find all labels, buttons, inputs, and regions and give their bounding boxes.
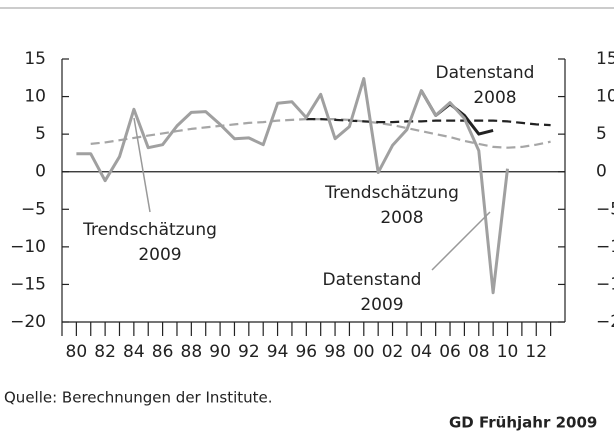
y-tick-label: −20 xyxy=(10,312,46,332)
x-tick-label: 12 xyxy=(525,342,547,362)
x-tick-label: 88 xyxy=(181,342,203,362)
x-tick-label: 90 xyxy=(209,342,231,362)
y2-tick-label: 5 xyxy=(596,124,607,144)
annotation: Datenstand xyxy=(436,63,535,83)
annotation: Trendschätzung xyxy=(324,183,459,203)
y2-tick-label: −5 xyxy=(596,199,614,219)
y2-tick-label: −20 xyxy=(596,312,614,332)
x-tick-label: 86 xyxy=(152,342,174,362)
y-tick-label: 0 xyxy=(35,162,46,182)
y2-tick-label: 10 xyxy=(596,87,614,107)
series-line xyxy=(76,77,509,295)
y-tick-label: 5 xyxy=(35,124,46,144)
leader-line xyxy=(133,117,151,213)
x-tick-label: 00 xyxy=(353,342,375,362)
y-tick-label: −10 xyxy=(10,237,46,257)
x-tick-label: 02 xyxy=(382,342,404,362)
x-tick-label: 94 xyxy=(267,342,289,362)
x-tick-label: 84 xyxy=(123,342,145,362)
x-tick-label: 96 xyxy=(295,342,317,362)
annotation: Datenstand xyxy=(323,270,422,290)
x-tick-label: 80 xyxy=(66,342,88,362)
y-tick-label: −5 xyxy=(21,199,46,219)
series-line xyxy=(306,118,551,127)
x-tick-label: 04 xyxy=(410,342,432,362)
annotation: Trendschätzung xyxy=(82,220,217,240)
y-tick-label: 15 xyxy=(24,49,46,69)
leader-line xyxy=(431,211,491,271)
y2-tick-label: −10 xyxy=(596,237,614,257)
source: Quelle: Berechnungen der Institute. xyxy=(4,389,273,407)
annotation: 2009 xyxy=(360,295,403,315)
credit: GD Frühjahr 2009 xyxy=(449,414,597,432)
y2-tick-label: 15 xyxy=(596,49,614,69)
annotation: 2008 xyxy=(380,208,423,228)
y-tick-label: −15 xyxy=(10,274,46,294)
y-tick-label: 10 xyxy=(24,87,46,107)
y2-tick-label: −15 xyxy=(596,274,614,294)
annotation: 2008 xyxy=(473,88,516,108)
x-tick-label: 92 xyxy=(238,342,260,362)
y2-tick-label: 0 xyxy=(596,162,607,182)
x-tick-label: 98 xyxy=(324,342,346,362)
x-tick-label: 06 xyxy=(439,342,461,362)
x-tick-label: 10 xyxy=(497,342,519,362)
x-tick-label: 82 xyxy=(94,342,116,362)
x-tick-label: 08 xyxy=(468,342,490,362)
annotation: 2009 xyxy=(138,245,181,265)
